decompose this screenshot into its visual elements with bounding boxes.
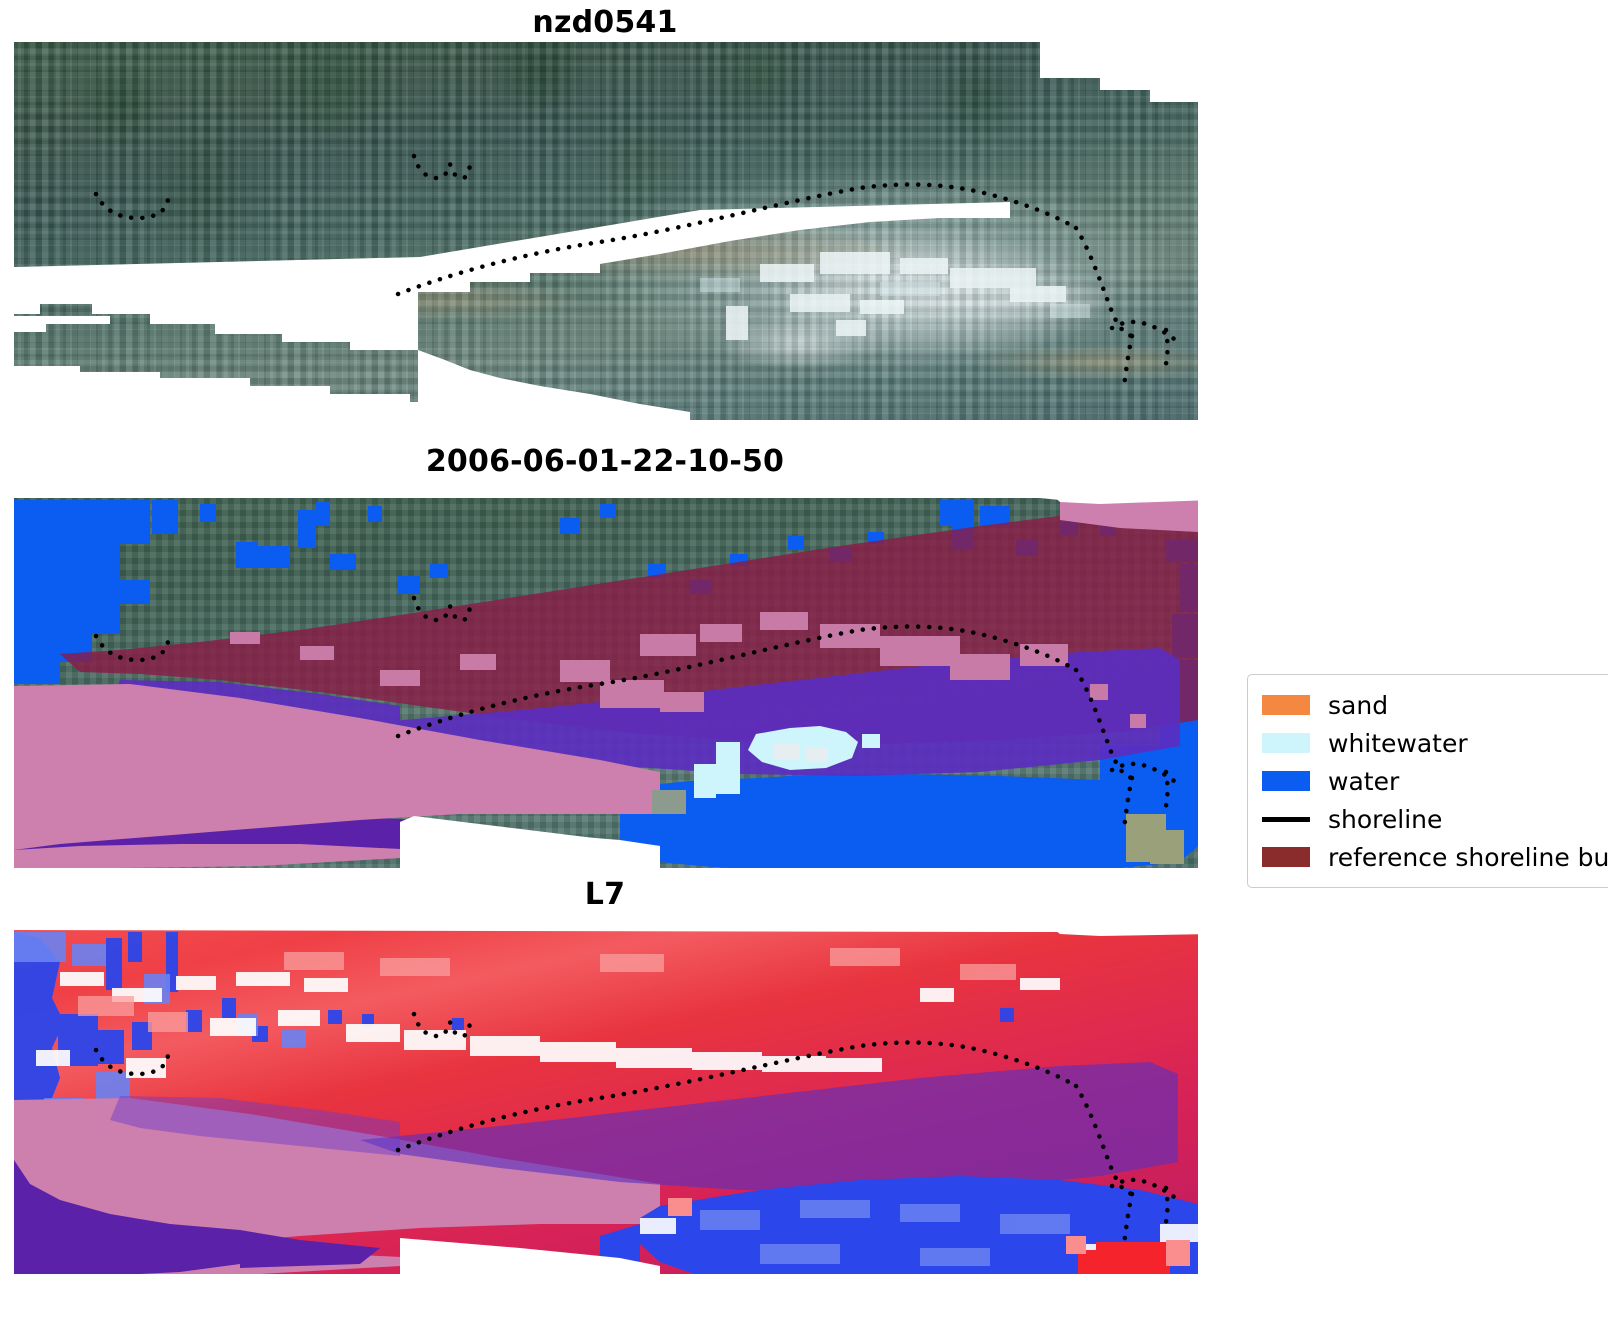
panel-index-image[interactable] xyxy=(0,918,1212,1280)
legend-item-sand[interactable]: sand xyxy=(1262,686,1608,724)
legend-label-water: water xyxy=(1328,766,1400,796)
panel-title-top: nzd0541 xyxy=(532,5,678,40)
nodata-region-upper-right xyxy=(1040,42,1212,78)
legend-swatch-shoreline xyxy=(1262,816,1310,822)
pixel-grid-texture xyxy=(0,484,1212,876)
legend-box[interactable]: sand whitewater water shoreline referenc… xyxy=(1247,674,1608,888)
nodata-region-upper-right-2 xyxy=(1100,78,1212,90)
legend-swatch-reference-shoreline-buffer xyxy=(1262,847,1310,867)
panel-title-bottom: L7 xyxy=(584,877,626,912)
index-image-base xyxy=(0,918,1212,1280)
legend-swatch-sand xyxy=(1262,695,1310,715)
legend-item-reference-shoreline-buffer[interactable]: reference shoreline buffer xyxy=(1262,838,1608,876)
nodata-region-right-edge xyxy=(1198,42,1212,420)
legend-swatch-water xyxy=(1262,771,1310,791)
legend-label-sand: sand xyxy=(1328,690,1389,720)
legend-swatch-whitewater xyxy=(1262,733,1310,753)
panel-rgb-satellite[interactable] xyxy=(0,42,1212,420)
legend-item-water[interactable]: water xyxy=(1262,762,1608,800)
panel-classified-overlay[interactable] xyxy=(0,484,1212,876)
legend-item-whitewater[interactable]: whitewater xyxy=(1262,724,1608,762)
legend-label-shoreline: shoreline xyxy=(1328,804,1443,834)
pixel-grid-texture xyxy=(0,42,1212,420)
nodata-region-upper-right-3 xyxy=(1150,90,1212,102)
legend-label-reference-shoreline-buffer: reference shoreline buffer xyxy=(1328,842,1608,872)
nodata-region-left-edge xyxy=(0,42,14,420)
legend-item-shoreline[interactable]: shoreline xyxy=(1262,800,1608,838)
legend-label-whitewater: whitewater xyxy=(1328,728,1468,758)
panel-title-middle: 2006-06-01-22-10-50 xyxy=(425,444,785,479)
